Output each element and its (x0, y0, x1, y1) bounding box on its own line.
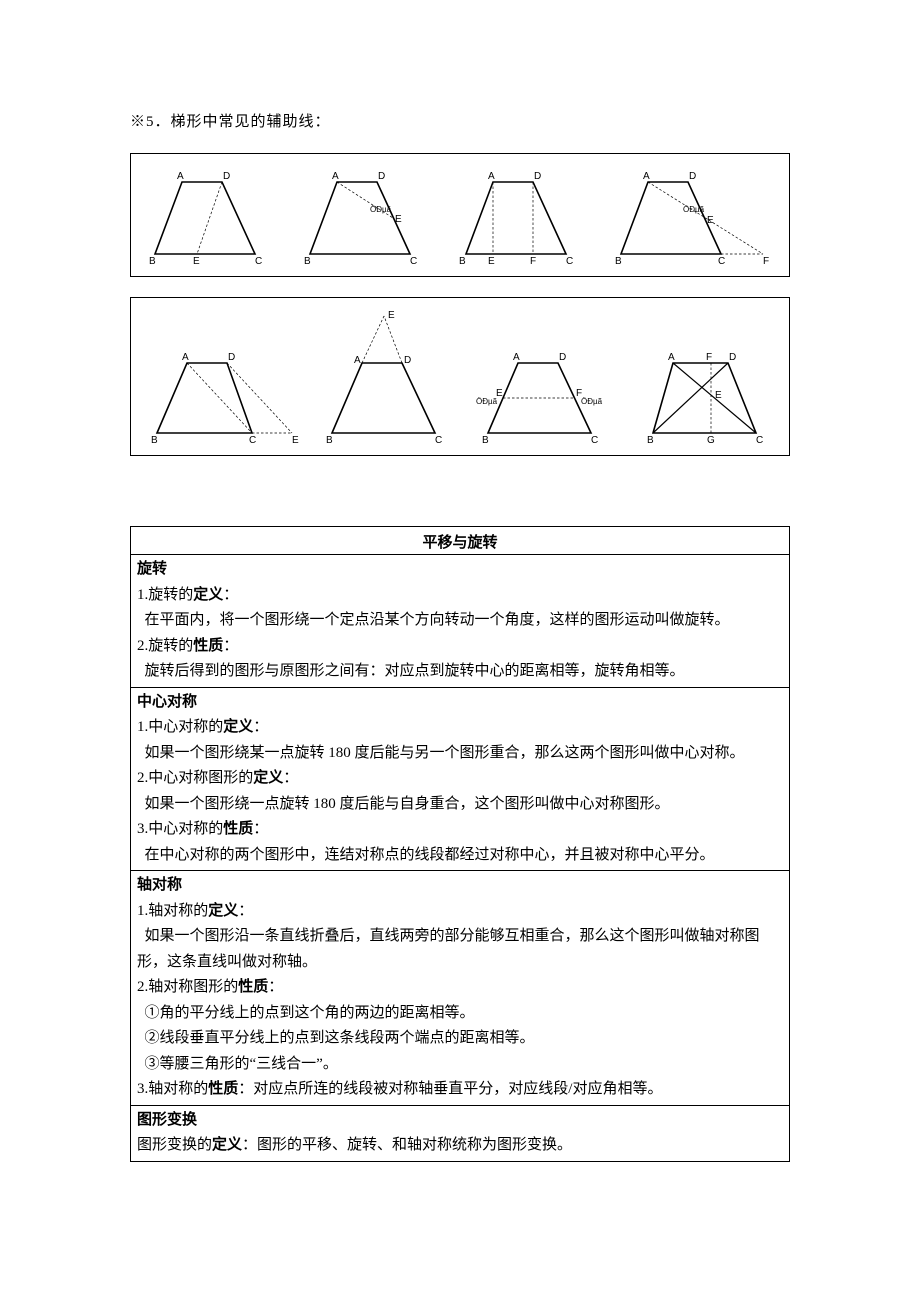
svg-text:A: A (177, 171, 184, 182)
fig-1-4: A D ÖÐµã E B C F (603, 164, 783, 274)
svg-text:B: B (151, 435, 158, 446)
section-head: 旋转 (137, 557, 783, 583)
svg-text:ÖÐµã: ÖÐµã (370, 205, 392, 214)
svg-text:B: B (304, 256, 311, 267)
svg-text:B: B (459, 256, 466, 267)
svg-text:E: E (707, 215, 714, 226)
svg-text:C: C (718, 256, 725, 267)
svg-text:A: A (668, 352, 675, 363)
svg-text:ÖÐµã: ÖÐµã (683, 205, 705, 214)
svg-text:C: C (591, 435, 598, 446)
section-line: 2.旋转的性质： (137, 634, 783, 660)
svg-text:E: E (193, 256, 200, 267)
svg-text:C: C (756, 435, 763, 446)
section-line: 如果一个图形绕某一点旋转 180 度后能与另一个图形重合，那么这两个图形叫做中心… (137, 741, 783, 767)
svg-text:D: D (534, 171, 541, 182)
svg-text:G: G (707, 435, 715, 446)
svg-text:E: E (715, 390, 722, 401)
section-line: 旋转后得到的图形与原图形之间有：对应点到旋转中心的距离相等，旋转角相等。 (137, 659, 783, 685)
svg-text:B: B (482, 435, 489, 446)
section: 图形变换图形变换的定义：图形的平移、旋转、和轴对称统称为图形变换。 (131, 1106, 789, 1161)
svg-text:B: B (326, 435, 333, 446)
section-line: 3.轴对称的性质：对应点所连的线段被对称轴垂直平分，对应线段/对应角相等。 (137, 1077, 783, 1103)
section-line: 1.轴对称的定义： (137, 899, 783, 925)
section-line: ③等腰三角形的“三线合一”。 (137, 1052, 783, 1078)
fig-2-3: A D E ÖÐµã F ÖÐµã B C (468, 308, 628, 453)
svg-text:F: F (763, 256, 769, 267)
section-line: 2.中心对称图形的定义： (137, 766, 783, 792)
section-line: ②线段垂直平分线上的点到这条线段两个端点的距离相等。 (137, 1026, 783, 1052)
svg-text:F: F (530, 256, 536, 267)
svg-text:E: E (395, 214, 402, 225)
svg-text:D: D (689, 171, 696, 182)
section-line: 1.旋转的定义： (137, 583, 783, 609)
svg-text:D: D (228, 352, 235, 363)
section-line: 如果一个图形绕一点旋转 180 度后能与自身重合，这个图形叫做中心对称图形。 (137, 792, 783, 818)
svg-text:C: C (255, 256, 262, 267)
svg-text:D: D (223, 171, 230, 182)
svg-text:C: C (435, 435, 442, 446)
svg-text:A: A (354, 355, 361, 366)
section-head: 中心对称 (137, 690, 783, 716)
svg-text:E: E (292, 435, 299, 446)
svg-text:C: C (566, 256, 573, 267)
svg-text:F: F (706, 352, 712, 363)
svg-text:E: E (488, 256, 495, 267)
svg-text:A: A (643, 171, 650, 182)
svg-text:C: C (249, 435, 256, 446)
svg-text:D: D (378, 171, 385, 182)
figure-row-1: A D B E C A D ÖÐµã E B C (137, 164, 783, 274)
svg-text:A: A (332, 171, 339, 182)
fig-1-2: A D ÖÐµã E B C (292, 164, 432, 274)
box-title: 平移与旋转 (131, 527, 789, 555)
section-line: 在中心对称的两个图形中，连结对称点的线段都经过对称中心，并且被对称中心平分。 (137, 843, 783, 869)
svg-text:B: B (615, 256, 622, 267)
figure-row-2: A D B C E E A D B C A D (137, 308, 783, 453)
fig-2-1: A D B C E (137, 308, 307, 453)
heading-text: ※5．梯形中常见的辅助线： (130, 110, 790, 131)
section-head: 图形变换 (137, 1108, 783, 1134)
section-line: 3.中心对称的性质： (137, 817, 783, 843)
section-line: 2.轴对称图形的性质： (137, 975, 783, 1001)
figure-box-2: A D B C E E A D B C A D (130, 297, 790, 456)
section: 轴对称1.轴对称的定义：如果一个图形沿一条直线折叠后，直线两旁的部分能够互相重合… (131, 871, 789, 1106)
svg-text:C: C (410, 256, 417, 267)
svg-text:E: E (388, 310, 395, 321)
section-line: ①角的平分线上的点到这个角的两边的距离相等。 (137, 1001, 783, 1027)
section-line: 图形变换的定义：图形的平移、旋转、和轴对称统称为图形变换。 (137, 1133, 783, 1159)
section: 旋转1.旋转的定义：在平面内，将一个图形绕一个定点沿某个方向转动一个角度，这样的… (131, 555, 789, 688)
content-box: 平移与旋转 旋转1.旋转的定义：在平面内，将一个图形绕一个定点沿某个方向转动一个… (130, 526, 790, 1162)
svg-text:A: A (182, 352, 189, 363)
svg-text:A: A (488, 171, 495, 182)
section: 中心对称1.中心对称的定义：如果一个图形绕某一点旋转 180 度后能与另一个图形… (131, 688, 789, 872)
svg-text:A: A (513, 352, 520, 363)
svg-text:D: D (404, 355, 411, 366)
svg-text:ÖÐµã: ÖÐµã (476, 397, 498, 406)
fig-2-4: A F D E B G C (633, 308, 783, 453)
svg-text:D: D (729, 352, 736, 363)
svg-text:B: B (647, 435, 654, 446)
section-line: 如果一个图形沿一条直线折叠后，直线两旁的部分能够互相重合，那么这个图形叫做轴对称… (137, 924, 783, 975)
svg-text:D: D (559, 352, 566, 363)
figure-box-1: A D B E C A D ÖÐµã E B C (130, 153, 790, 277)
svg-text:B: B (149, 256, 156, 267)
fig-1-1: A D B E C (137, 164, 277, 274)
fig-2-2: E A D B C (312, 308, 462, 453)
section-line: 1.中心对称的定义： (137, 715, 783, 741)
svg-text:ÖÐµã: ÖÐµã (581, 397, 603, 406)
section-line: 在平面内，将一个图形绕一个定点沿某个方向转动一个角度，这样的图形运动叫做旋转。 (137, 608, 783, 634)
section-head: 轴对称 (137, 873, 783, 899)
fig-1-3: A D B E F C (448, 164, 588, 274)
